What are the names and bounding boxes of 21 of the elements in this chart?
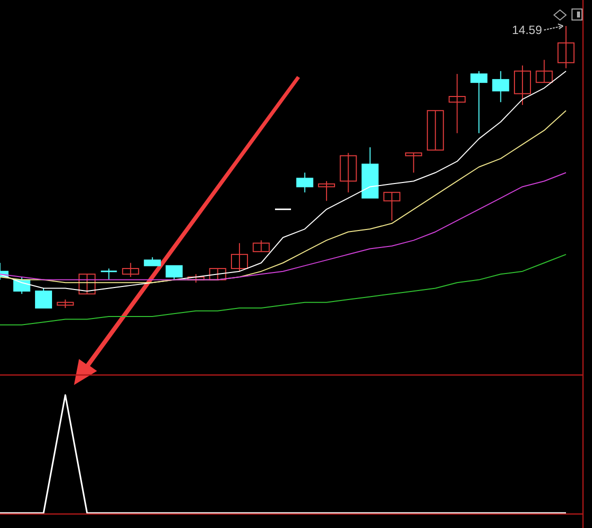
candlestick (78, 274, 96, 294)
candlestick (122, 262, 140, 278)
candlestick (405, 152, 422, 174)
candlestick (492, 70, 510, 103)
candlestick (100, 268, 118, 280)
candlestick (426, 110, 444, 151)
candlestick (558, 26, 574, 69)
candlestick (230, 242, 248, 272)
candlestick (252, 240, 270, 252)
candlestick (536, 59, 553, 83)
candlestick (383, 192, 400, 222)
annotation: 14.59 (512, 23, 542, 37)
candlestick (296, 172, 314, 193)
candlestick (209, 268, 226, 280)
candlestick (166, 265, 183, 280)
candlestick (448, 73, 466, 134)
candlestick (514, 64, 531, 106)
candlestick (35, 288, 52, 308)
candlestick (470, 70, 488, 134)
candlestick (340, 152, 357, 193)
candlestick (318, 180, 336, 202)
